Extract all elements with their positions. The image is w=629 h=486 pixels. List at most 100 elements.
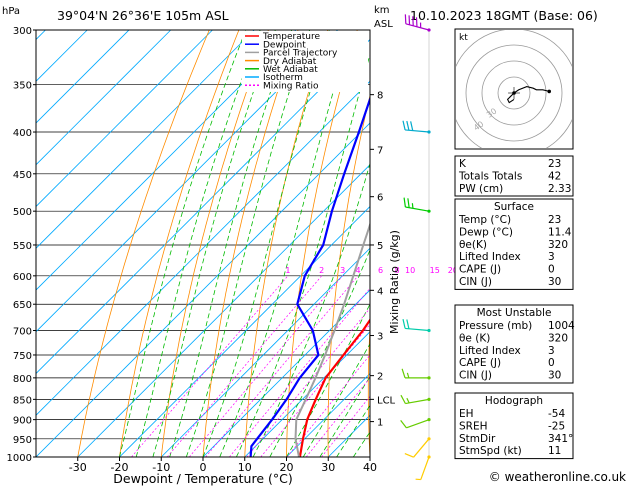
isotherm-line xyxy=(36,80,370,416)
temperature-tick-label: -20 xyxy=(111,461,129,474)
wind-barb-staff xyxy=(405,398,430,405)
most-unstable-index-label: CAPE (J) xyxy=(459,357,501,369)
wind-barb-flag xyxy=(402,120,406,131)
wind-barb-flag xyxy=(406,120,410,131)
wet-adiabat-line xyxy=(185,30,310,457)
hodograph-index-title: Hodograph xyxy=(485,395,543,407)
wet-adiabat-line xyxy=(119,30,247,457)
most-unstable-index-label: θe (K) xyxy=(459,332,490,344)
mixing-ratio-tick-label: 2 xyxy=(319,266,324,275)
wind-barb-base xyxy=(427,455,431,459)
wind-barb-flag xyxy=(406,319,410,329)
most-unstable-box xyxy=(454,304,574,384)
datetime-label: 10.10.2023 18GMT (Base: 06) xyxy=(410,8,598,23)
most-unstable-index-label: Lifted Index xyxy=(459,345,521,357)
dry-adiabat-line xyxy=(244,30,329,457)
dry-adiabat-line xyxy=(586,30,621,457)
hodograph-ring xyxy=(481,60,547,126)
series-line xyxy=(298,318,370,457)
most-unstable-index-value: 30 xyxy=(548,370,561,382)
temperature-tick-label: 30 xyxy=(321,461,335,474)
isotherm-line xyxy=(77,164,370,457)
wind-barb-half xyxy=(406,372,410,379)
dry-adiabat-line xyxy=(327,93,370,457)
pressure-tick-label: 600 xyxy=(13,272,32,283)
wind-barb-staff xyxy=(406,419,430,429)
legend-label: Dewpoint xyxy=(263,40,306,50)
pressure-tick-label: 650 xyxy=(13,300,32,311)
surface-index-label: Temp (°C) xyxy=(458,214,511,226)
wet-adiabat-line xyxy=(302,342,370,457)
pressure-axis: 300 350 400 450 500 550 600 650 700 750 800 850 900 9… xyxy=(7,26,36,464)
dry-adiabat-line xyxy=(160,30,269,457)
altitude-tick-label: 1 xyxy=(377,418,383,429)
surface-index-label: CAPE (J) xyxy=(459,264,501,276)
pressure-tick-label: 550 xyxy=(13,241,32,252)
temperature-tick-label: -10 xyxy=(152,461,170,474)
isotherm-line xyxy=(36,30,255,249)
dry-adiabat-line xyxy=(619,30,629,457)
most-unstable-index-value: 0 xyxy=(548,357,555,369)
pressure-tick-label: 500 xyxy=(13,207,32,218)
surface-index-value: 320 xyxy=(548,239,568,251)
top-index-box xyxy=(454,155,574,197)
wind-barb-staff xyxy=(405,23,430,31)
hodograph-index-label: SREH xyxy=(459,420,488,432)
hodograph-trace xyxy=(513,86,550,94)
altitude-tick-label: 5 xyxy=(377,241,383,252)
dry-adiabat-line xyxy=(286,30,358,457)
top-index-value: 2.33 xyxy=(548,183,571,195)
dry-adiabat-line xyxy=(119,30,240,457)
legend-label: Temperature xyxy=(262,32,320,42)
wind-barb-half xyxy=(406,397,410,404)
isotherm-line xyxy=(36,30,297,291)
wind-barb-staff xyxy=(420,456,430,480)
km-label: km xyxy=(374,5,390,16)
wind-barb-staff xyxy=(405,327,430,332)
pressure-tick-label: 350 xyxy=(13,81,32,92)
isotherm-line xyxy=(160,247,370,457)
hodograph-origin xyxy=(512,91,516,95)
hodograph-index-value: 11 xyxy=(548,445,561,457)
wind-barb-base xyxy=(427,28,431,32)
wind-barb-base xyxy=(427,209,431,213)
wind-barb-base xyxy=(427,130,431,134)
pressure-tick-label: 800 xyxy=(13,374,32,385)
altitude-tick-label: 3 xyxy=(377,332,383,343)
wind-barb-flag xyxy=(400,420,407,429)
temperature-tick-label: 0 xyxy=(200,461,207,474)
wind-barbs xyxy=(400,14,431,481)
dry-adiabat-line xyxy=(407,30,446,457)
most-unstable-index-value: 3 xyxy=(548,345,555,357)
wet-adiabat-line xyxy=(252,162,370,457)
hodograph-index-value: 341° xyxy=(548,433,573,445)
mixing-ratio-tick-label: 1 xyxy=(285,266,290,275)
top-index-value: 42 xyxy=(548,170,561,182)
wet-adiabat-line xyxy=(135,30,261,457)
hpa-label: hPa xyxy=(2,6,20,17)
wind-barb-flag xyxy=(410,121,414,131)
x-axis-label: Dewpoint / Temperature (°C) xyxy=(113,471,292,486)
surface-index-label: Dewp (°C) xyxy=(459,226,513,238)
background-lines xyxy=(36,30,629,457)
plot-frame xyxy=(35,29,371,458)
pressure-tick-label: 1000 xyxy=(7,453,32,464)
mixing-ratio-labels: 12346810152025 xyxy=(285,266,472,275)
isotherm-line xyxy=(36,122,370,457)
mixing-ratio-tick-label: 4 xyxy=(355,266,360,275)
wet-adiabat-line xyxy=(319,375,370,457)
wind-barb-staff xyxy=(405,129,430,133)
mixing-ratio-tick-label: 20 xyxy=(448,266,458,275)
mixing-ratio-line xyxy=(246,307,370,457)
wind-barb-staff xyxy=(413,438,430,458)
top-index-value: 23 xyxy=(548,158,561,170)
most-unstable-index-value: 320 xyxy=(548,332,568,344)
wind-barb-staff xyxy=(405,206,430,212)
dry-adiabat-line xyxy=(202,30,299,457)
pressure-tick-label: 400 xyxy=(13,128,32,139)
altitude-tick-label: 2 xyxy=(377,372,383,383)
temperature-tick-label: 10 xyxy=(238,461,252,474)
top-index-label: Totals Totals xyxy=(458,170,522,182)
